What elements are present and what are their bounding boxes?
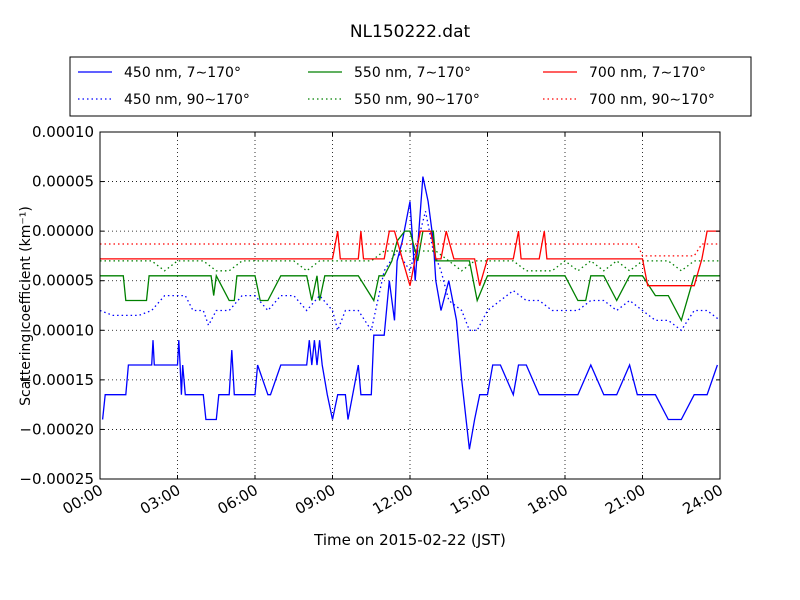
series-line-3: [100, 230, 720, 323]
series-line-1: [101, 176, 719, 450]
x-tick-label: 15:00: [447, 481, 493, 518]
legend-entry-label: 550 nm, 90∼170°: [354, 92, 480, 108]
y-tick-label: −0.00025: [19, 470, 94, 488]
y-tick-label: −0.00010: [19, 321, 94, 339]
y-tick-label: −0.00005: [19, 272, 94, 290]
y-tick-label: 0.00010: [32, 123, 94, 141]
y-tick-label: 0.00005: [32, 173, 94, 191]
y-tick-label: 0.00000: [32, 222, 94, 240]
series-line-5: [100, 230, 720, 287]
x-tick-label: 24:00: [680, 481, 726, 518]
x-tick-label: 12:00: [370, 481, 416, 518]
legend: 450 nm, 7∼170° 550 nm, 7∼170° 700 nm, 7∼17…: [69, 56, 752, 117]
gridlines: [100, 132, 720, 479]
x-axis-label: Time on 2015-02-22 (JST): [313, 531, 506, 549]
series-line-2: [99, 211, 721, 333]
legend-box: [69, 56, 752, 117]
y-tick-label: −0.00015: [19, 371, 94, 389]
legend-entry-label: 550 nm, 7∼170°: [354, 65, 471, 81]
x-tick-label: 03:00: [137, 481, 183, 518]
plot-series: [99, 176, 721, 450]
chart-title: NL150222.dat: [350, 22, 471, 42]
x-tick-label: 06:00: [215, 481, 261, 518]
legend-entry-label: 450 nm, 90∼170°: [124, 92, 250, 108]
x-tick-label: 18:00: [525, 481, 571, 518]
legend-entry-label: 700 nm, 90∼170°: [589, 92, 715, 108]
axis-ticks: 00:00 03:00 06:00 09:00 12:00 15:00 18:00 21:00…: [19, 123, 726, 518]
legend-entry-label: 450 nm, 7∼170°: [124, 65, 241, 81]
y-axis-label: Scattering coefficient (km⁻¹): [18, 206, 34, 406]
x-tick-label: 09:00: [292, 481, 338, 518]
x-tick-label: 21:00: [602, 481, 648, 518]
y-tick-label: −0.00020: [19, 420, 94, 438]
series-line-6: [100, 243, 720, 257]
legend-entry-label: 700 nm, 7∼170°: [589, 65, 706, 81]
